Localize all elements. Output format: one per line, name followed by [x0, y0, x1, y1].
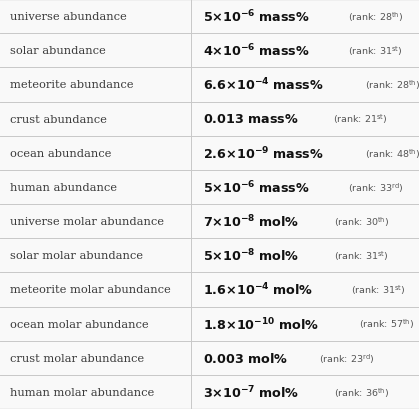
Text: (rank: $28^{\mathrm{th}}$): (rank: $28^{\mathrm{th}}$)	[365, 79, 419, 92]
Text: (rank: $31^{\mathrm{st}}$): (rank: $31^{\mathrm{st}}$)	[334, 249, 388, 263]
Text: (rank: $23^{\mathrm{rd}}$): (rank: $23^{\mathrm{rd}}$)	[319, 351, 375, 365]
Text: ocean abundance: ocean abundance	[10, 148, 112, 158]
Text: $\mathbf{2.6{\times}10^{-9}}$ $\mathbf{mass\%}$: $\mathbf{2.6{\times}10^{-9}}$ $\mathbf{m…	[203, 145, 324, 162]
Text: human molar abundance: human molar abundance	[10, 387, 155, 397]
Text: human abundance: human abundance	[10, 182, 117, 193]
Text: (rank: $31^{\mathrm{st}}$): (rank: $31^{\mathrm{st}}$)	[347, 44, 402, 58]
Text: ocean molar abundance: ocean molar abundance	[10, 319, 149, 329]
Text: $\mathbf{7{\times}10^{-8}}$ $\mathbf{mol\%}$: $\mathbf{7{\times}10^{-8}}$ $\mathbf{mol…	[203, 213, 300, 230]
Text: $\mathbf{0.013}$ $\mathbf{mass\%}$: $\mathbf{0.013}$ $\mathbf{mass\%}$	[203, 113, 299, 126]
Text: $\mathbf{5{\times}10^{-6}}$ $\mathbf{mass\%}$: $\mathbf{5{\times}10^{-6}}$ $\mathbf{mas…	[203, 9, 310, 25]
Text: $\mathbf{0.003}$ $\mathbf{mol\%}$: $\mathbf{0.003}$ $\mathbf{mol\%}$	[203, 351, 288, 365]
Text: (rank: $48^{\mathrm{th}}$): (rank: $48^{\mathrm{th}}$)	[365, 146, 419, 160]
Text: (rank: $57^{\mathrm{th}}$): (rank: $57^{\mathrm{th}}$)	[359, 317, 414, 330]
Text: solar molar abundance: solar molar abundance	[10, 251, 143, 261]
Text: $\mathbf{4{\times}10^{-6}}$ $\mathbf{mass\%}$: $\mathbf{4{\times}10^{-6}}$ $\mathbf{mas…	[203, 43, 310, 59]
Text: $\mathbf{6.6{\times}10^{-4}}$ $\mathbf{mass\%}$: $\mathbf{6.6{\times}10^{-4}}$ $\mathbf{m…	[203, 77, 324, 94]
Text: (rank: $36^{\mathrm{th}}$): (rank: $36^{\mathrm{th}}$)	[334, 385, 389, 399]
Text: $\mathbf{1.6{\times}10^{-4}}$ $\mathbf{mol\%}$: $\mathbf{1.6{\times}10^{-4}}$ $\mathbf{m…	[203, 281, 313, 298]
Text: $\mathbf{3{\times}10^{-7}}$ $\mathbf{mol\%}$: $\mathbf{3{\times}10^{-7}}$ $\mathbf{mol…	[203, 384, 300, 400]
Text: (rank: $21^{\mathrm{st}}$): (rank: $21^{\mathrm{st}}$)	[333, 112, 388, 126]
Text: universe abundance: universe abundance	[10, 12, 127, 22]
Text: $\mathbf{5{\times}10^{-6}}$ $\mathbf{mass\%}$: $\mathbf{5{\times}10^{-6}}$ $\mathbf{mas…	[203, 179, 310, 196]
Text: (rank: $30^{\mathrm{th}}$): (rank: $30^{\mathrm{th}}$)	[334, 215, 389, 228]
Text: (rank: $28^{\mathrm{th}}$): (rank: $28^{\mathrm{th}}$)	[347, 10, 403, 24]
Text: crust abundance: crust abundance	[10, 114, 107, 124]
Text: $\mathbf{5{\times}10^{-8}}$ $\mathbf{mol\%}$: $\mathbf{5{\times}10^{-8}}$ $\mathbf{mol…	[203, 247, 300, 264]
Text: meteorite molar abundance: meteorite molar abundance	[10, 285, 171, 295]
Text: crust molar abundance: crust molar abundance	[10, 353, 145, 363]
Text: (rank: $33^{\mathrm{rd}}$): (rank: $33^{\mathrm{rd}}$)	[347, 181, 403, 194]
Text: solar abundance: solar abundance	[10, 46, 106, 56]
Text: $\mathbf{1.8{\times}10^{-10}}$ $\mathbf{mol\%}$: $\mathbf{1.8{\times}10^{-10}}$ $\mathbf{…	[203, 315, 319, 332]
Text: universe molar abundance: universe molar abundance	[10, 216, 165, 227]
Text: meteorite abundance: meteorite abundance	[10, 80, 134, 90]
Text: (rank: $31^{\mathrm{st}}$): (rank: $31^{\mathrm{st}}$)	[352, 283, 406, 297]
